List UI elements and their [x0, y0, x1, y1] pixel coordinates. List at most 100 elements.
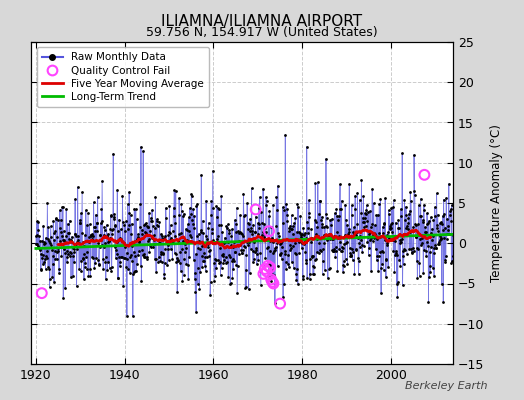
Point	[364, 209, 373, 216]
Point	[219, 253, 227, 260]
Point	[263, 244, 271, 251]
Point	[228, 274, 236, 281]
Point	[205, 253, 214, 259]
Point	[356, 237, 365, 243]
Point	[348, 202, 356, 208]
Point	[377, 265, 385, 271]
Point	[82, 207, 90, 213]
Point	[196, 229, 205, 235]
Point	[228, 226, 236, 232]
Point	[431, 213, 439, 220]
Point	[76, 220, 84, 226]
Point	[401, 247, 409, 254]
Point	[261, 255, 269, 261]
Point	[430, 245, 438, 252]
Point	[283, 206, 291, 212]
Point	[133, 216, 141, 222]
Point	[446, 212, 454, 218]
Point	[167, 246, 175, 252]
Point	[339, 268, 347, 275]
Point	[247, 185, 256, 191]
Point	[287, 212, 296, 218]
Point	[405, 211, 413, 217]
Point	[353, 221, 361, 228]
Point	[279, 294, 287, 300]
Point	[376, 249, 384, 255]
Point	[40, 256, 49, 262]
Point	[115, 216, 123, 223]
Point	[384, 264, 392, 270]
Point	[66, 253, 74, 259]
Point	[275, 236, 283, 243]
Point	[188, 239, 196, 245]
Point	[51, 228, 60, 234]
Point	[301, 230, 309, 236]
Point	[266, 248, 274, 254]
Point	[126, 270, 134, 276]
Point	[173, 289, 181, 295]
Point	[179, 238, 188, 244]
Point	[44, 263, 52, 270]
Point	[194, 280, 202, 287]
Point	[39, 241, 48, 247]
Point	[239, 232, 247, 239]
Point	[202, 197, 210, 204]
Point	[274, 263, 282, 270]
Point	[169, 228, 177, 234]
Point	[385, 235, 393, 241]
Point	[370, 234, 378, 241]
Point	[266, 264, 274, 270]
Point	[383, 240, 391, 246]
Point	[304, 230, 312, 236]
Point	[316, 247, 324, 253]
Point	[281, 131, 289, 138]
Point	[386, 222, 395, 229]
Point	[46, 284, 54, 290]
Point	[70, 249, 78, 256]
Point	[223, 225, 231, 232]
Point	[436, 219, 445, 226]
Point	[375, 230, 383, 236]
Point	[136, 262, 145, 269]
Point	[122, 218, 130, 225]
Point	[307, 226, 315, 232]
Point	[400, 246, 408, 252]
Point	[329, 248, 337, 254]
Point	[321, 267, 329, 273]
Point	[162, 215, 170, 222]
Point	[253, 231, 261, 237]
Point	[95, 260, 103, 267]
Point	[199, 217, 207, 224]
Point	[303, 219, 312, 225]
Point	[294, 204, 302, 211]
Point	[425, 249, 434, 255]
Point	[139, 148, 147, 154]
Point	[169, 204, 178, 211]
Point	[49, 218, 58, 224]
Point	[226, 281, 234, 288]
Point	[328, 216, 336, 222]
Point	[56, 207, 64, 214]
Point	[214, 232, 222, 239]
Point	[140, 229, 149, 235]
Point	[412, 233, 420, 240]
Point	[447, 202, 456, 208]
Point	[368, 238, 377, 244]
Point	[283, 218, 292, 224]
Point	[181, 226, 190, 232]
Point	[40, 259, 49, 266]
Point	[131, 238, 139, 244]
Point	[287, 244, 296, 251]
Point	[313, 249, 321, 255]
Point	[137, 247, 146, 254]
Point	[335, 206, 344, 213]
Point	[417, 242, 425, 248]
Point	[143, 254, 151, 260]
Point	[264, 261, 272, 268]
Point	[272, 194, 280, 200]
Point	[38, 255, 46, 262]
Point	[263, 268, 271, 275]
Point	[129, 271, 137, 278]
Point	[316, 216, 325, 223]
Point	[66, 249, 74, 255]
